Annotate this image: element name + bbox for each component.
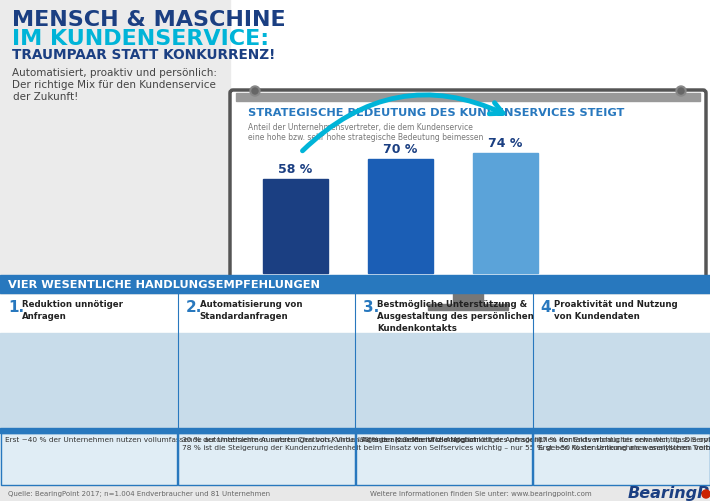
Bar: [178, 428, 355, 433]
Circle shape: [250, 87, 260, 97]
Text: 4.: 4.: [540, 300, 557, 314]
Bar: [263, 179, 328, 274]
Bar: [355, 296, 532, 333]
Text: MENSCH & MASCHINE: MENSCH & MASCHINE: [12, 10, 285, 30]
Text: Der richtige Mix für den Kundenservice: Der richtige Mix für den Kundenservice: [12, 80, 216, 90]
Text: 58 %: 58 %: [278, 162, 312, 175]
Circle shape: [676, 87, 686, 97]
Bar: [428, 305, 508, 311]
Text: Proaktivität und Nutzung
von Kundendaten: Proaktivität und Nutzung von Kundendaten: [555, 300, 678, 320]
Bar: [236, 279, 700, 289]
Bar: [368, 160, 433, 274]
Text: 70 %: 70 %: [383, 143, 417, 156]
Bar: [178, 433, 355, 485]
Bar: [532, 433, 710, 485]
Text: 1.: 1.: [8, 300, 24, 314]
Bar: [0, 485, 710, 501]
Bar: [0, 296, 178, 333]
Text: Quelle: BearingPoint 2017; n=1.004 Endverbraucher und 81 Unternehmen: Quelle: BearingPoint 2017; n=1.004 Endve…: [8, 490, 270, 496]
FancyArrowPatch shape: [302, 96, 503, 151]
Text: Erst ~40 % der Unternehmen nutzen vollumfassende automatisierte Auswertungen von: Erst ~40 % der Unternehmen nutzen vollum…: [5, 436, 544, 442]
Text: Bestmögliche Unterstützung &
Ausgestaltung des persönlichen
Kundenkontakts: Bestmögliche Unterstützung & Ausgestaltu…: [377, 300, 534, 332]
Bar: [0, 428, 178, 433]
Text: eine hohe bzw. sehr hohe strategische Bedeutung beimessen: eine hohe bzw. sehr hohe strategische Be…: [248, 133, 484, 142]
Text: Automatisiert, proaktiv und persönlich:: Automatisiert, proaktiv und persönlich:: [12, 68, 217, 78]
Text: In 5 Jahren: In 5 Jahren: [483, 277, 528, 286]
Text: Vor 5 Jahren: Vor 5 Jahren: [270, 277, 321, 286]
Bar: [532, 296, 710, 333]
Text: 2.: 2.: [185, 300, 202, 314]
Text: Weitere Informationen finden Sie unter: www.bearingpoint.com: Weitere Informationen finden Sie unter: …: [370, 490, 591, 496]
Circle shape: [702, 490, 710, 498]
Text: 3.: 3.: [363, 300, 379, 314]
Text: TRAUMPAAR STATT KONKURRENZ!: TRAUMPAAR STATT KONKURRENZ!: [12, 48, 275, 62]
FancyBboxPatch shape: [230, 91, 706, 292]
Bar: [236, 94, 700, 102]
Text: Automatisierung von
Standardanfragen: Automatisierung von Standardanfragen: [200, 300, 302, 320]
Text: Anteil der Unternehmensvertreter, die dem Kundenservice: Anteil der Unternehmensvertreter, die de…: [248, 123, 473, 132]
Circle shape: [678, 89, 684, 95]
Text: Reduktion unnötiger
Anfragen: Reduktion unnötiger Anfragen: [22, 300, 123, 320]
Bar: [0, 433, 178, 485]
Bar: [178, 333, 355, 428]
Bar: [0, 0, 230, 292]
Text: Heute: Heute: [388, 277, 413, 286]
Bar: [0, 276, 710, 294]
Bar: [355, 433, 532, 485]
Bar: [355, 333, 532, 428]
Text: IM KUNDENSERVICE:: IM KUNDENSERVICE:: [12, 29, 269, 49]
Bar: [453, 287, 483, 307]
Text: 73 % der Kunden ist die Möglichkeit des persönlichen Kontakts wichtig bis sehr w: 73 % der Kunden ist die Möglichkeit des …: [360, 436, 710, 442]
Text: 30 % der Unternehmen nutzen Chatbots/ Virtual Agents als Selfservice-Angebot.
78: 30 % der Unternehmen nutzen Chatbots/ Vi…: [182, 436, 710, 450]
Bar: [532, 333, 710, 428]
Text: 74 %: 74 %: [488, 136, 523, 149]
Bar: [355, 428, 532, 433]
Bar: [0, 333, 178, 428]
Text: der Zukunft!: der Zukunft!: [13, 92, 79, 102]
Circle shape: [252, 89, 258, 95]
Bar: [178, 296, 355, 333]
Text: VIER WESENTLICHE HANDLUNGSEMPFEHLUNGEN: VIER WESENTLICHE HANDLUNGSEMPFEHLUNGEN: [8, 280, 320, 290]
Bar: [473, 153, 538, 274]
Bar: [532, 428, 710, 433]
Text: BearingPoint: BearingPoint: [628, 485, 710, 500]
Bar: [0, 0, 710, 292]
Text: 67 % der Endverbraucher erwarten, dass Servicemitarbeiter vorhandenes Kundenwiss: 67 % der Endverbraucher erwarten, dass S…: [537, 436, 710, 450]
Text: STRATEGISCHE BEDEUTUNG DES KUNDENSERVICES STEIGT: STRATEGISCHE BEDEUTUNG DES KUNDENSERVICE…: [248, 108, 624, 118]
